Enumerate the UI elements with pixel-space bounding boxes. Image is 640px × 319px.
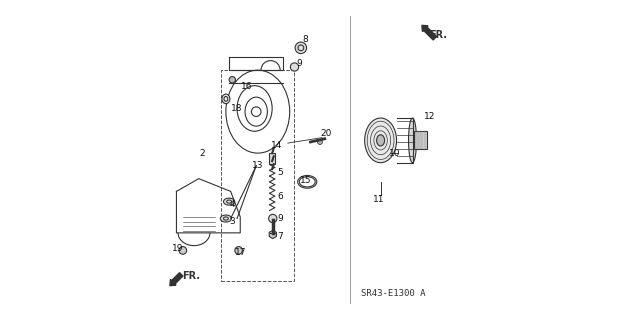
Text: FR.: FR. [429, 30, 447, 40]
Circle shape [295, 42, 307, 54]
Ellipse shape [365, 118, 397, 163]
Ellipse shape [376, 135, 385, 146]
Bar [414, 131, 427, 149]
Text: 19: 19 [172, 244, 184, 253]
Circle shape [252, 107, 261, 116]
Circle shape [235, 247, 243, 254]
Text: 7: 7 [277, 232, 283, 241]
FancyArrow shape [422, 25, 436, 40]
Circle shape [317, 139, 323, 145]
Text: 15: 15 [300, 176, 312, 185]
Text: 10: 10 [389, 149, 401, 158]
Text: 5: 5 [277, 168, 283, 177]
Text: 4: 4 [230, 200, 235, 209]
Text: 11: 11 [373, 195, 385, 204]
Circle shape [229, 77, 236, 83]
Ellipse shape [220, 215, 232, 222]
Text: FR.: FR. [182, 271, 200, 281]
Text: 13: 13 [252, 161, 264, 170]
FancyArrow shape [170, 273, 183, 286]
Text: 14: 14 [271, 141, 283, 150]
Bar [269, 153, 275, 164]
Circle shape [291, 63, 299, 71]
Text: SR43-E1300 A: SR43-E1300 A [361, 289, 426, 298]
Text: 18: 18 [231, 104, 243, 113]
Ellipse shape [223, 198, 235, 205]
Circle shape [269, 214, 277, 223]
Text: 9: 9 [277, 214, 283, 223]
Text: 8: 8 [303, 35, 308, 44]
Text: 2: 2 [199, 149, 205, 158]
Ellipse shape [222, 94, 230, 104]
Text: 16: 16 [241, 82, 252, 91]
Text: 17: 17 [234, 248, 246, 256]
Text: 9: 9 [296, 59, 302, 68]
Circle shape [179, 247, 187, 254]
Text: 3: 3 [229, 217, 235, 226]
Ellipse shape [408, 118, 417, 163]
Text: 20: 20 [321, 130, 332, 138]
Text: 6: 6 [277, 192, 283, 201]
Text: 12: 12 [424, 112, 436, 121]
